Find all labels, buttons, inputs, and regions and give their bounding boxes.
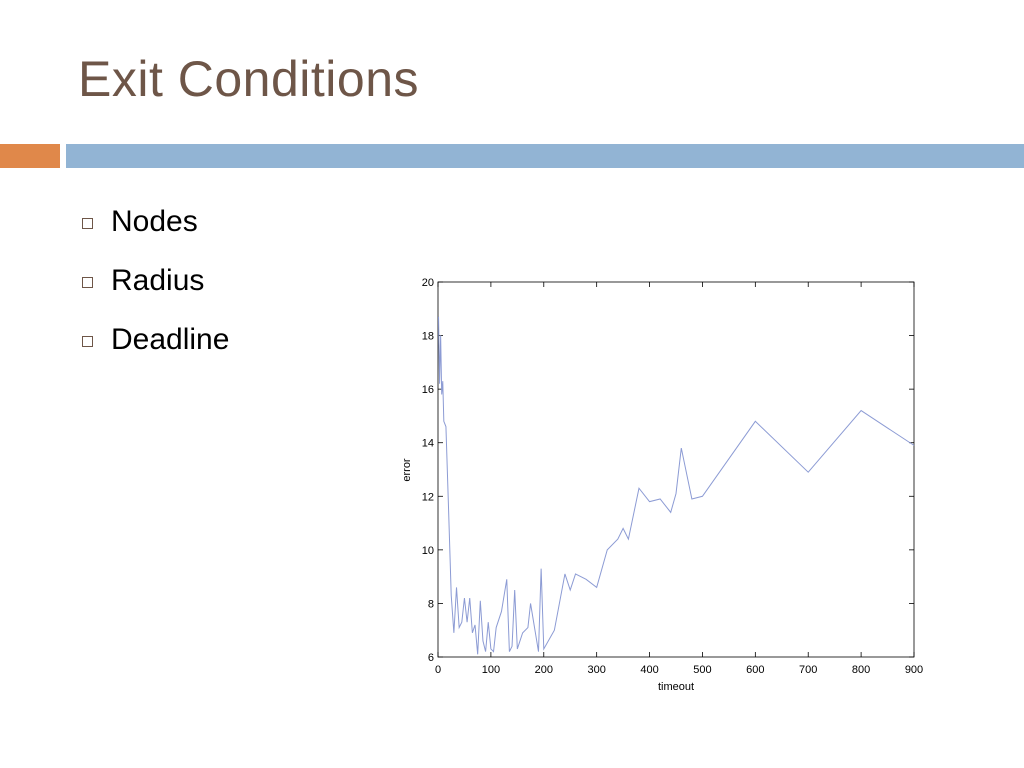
y-tick-label: 8 — [428, 598, 434, 610]
bullet-list: Nodes Radius Deadline — [82, 192, 229, 369]
accent-bar-orange — [0, 144, 60, 168]
accent-bar-blue — [66, 144, 1024, 168]
bullet-item-nodes: Nodes — [82, 192, 229, 251]
y-axis-label: error — [401, 458, 413, 482]
x-tick-label: 400 — [640, 664, 658, 676]
x-tick-label: 200 — [535, 664, 553, 676]
x-tick-label: 600 — [746, 664, 764, 676]
bullet-item-radius: Radius — [82, 251, 229, 310]
x-tick-label: 500 — [693, 664, 711, 676]
slide-title: Exit Conditions — [78, 51, 419, 107]
bullet-item-deadline: Deadline — [82, 310, 229, 369]
bullet-label: Radius — [111, 263, 205, 297]
square-bullet-icon — [82, 218, 93, 229]
bullet-label: Nodes — [111, 204, 198, 238]
x-tick-label: 900 — [905, 664, 923, 676]
y-tick-label: 10 — [422, 545, 434, 557]
y-tick-label: 6 — [428, 652, 434, 664]
line-chart: 0 100 200 300 400 500 600 700 800 900 6 8 10 12 14 16 18… — [392, 268, 932, 700]
x-axis-label: timeout — [658, 681, 694, 693]
chart-svg: 0 100 200 300 400 500 600 700 800 900 6 8 10 12 14 16 18… — [401, 277, 923, 693]
series-line — [438, 316, 915, 655]
square-bullet-icon — [82, 277, 93, 288]
y-tick-label: 12 — [422, 491, 434, 503]
x-tick-label: 100 — [482, 664, 500, 676]
x-tick-label: 0 — [435, 664, 441, 676]
y-tick-label: 20 — [422, 277, 434, 289]
square-bullet-icon — [82, 336, 93, 347]
y-tick-label: 14 — [422, 438, 434, 450]
x-tick-label: 800 — [852, 664, 870, 676]
y-tick-label: 16 — [422, 384, 434, 396]
x-tick-label: 700 — [799, 664, 817, 676]
y-tick-label: 18 — [422, 331, 434, 343]
bullet-label: Deadline — [111, 322, 230, 356]
tick-group: 0 100 200 300 400 500 600 700 800 900 6 8 10 12 14 16 18… — [422, 277, 923, 676]
x-tick-label: 300 — [587, 664, 605, 676]
plot-frame — [437, 281, 915, 658]
